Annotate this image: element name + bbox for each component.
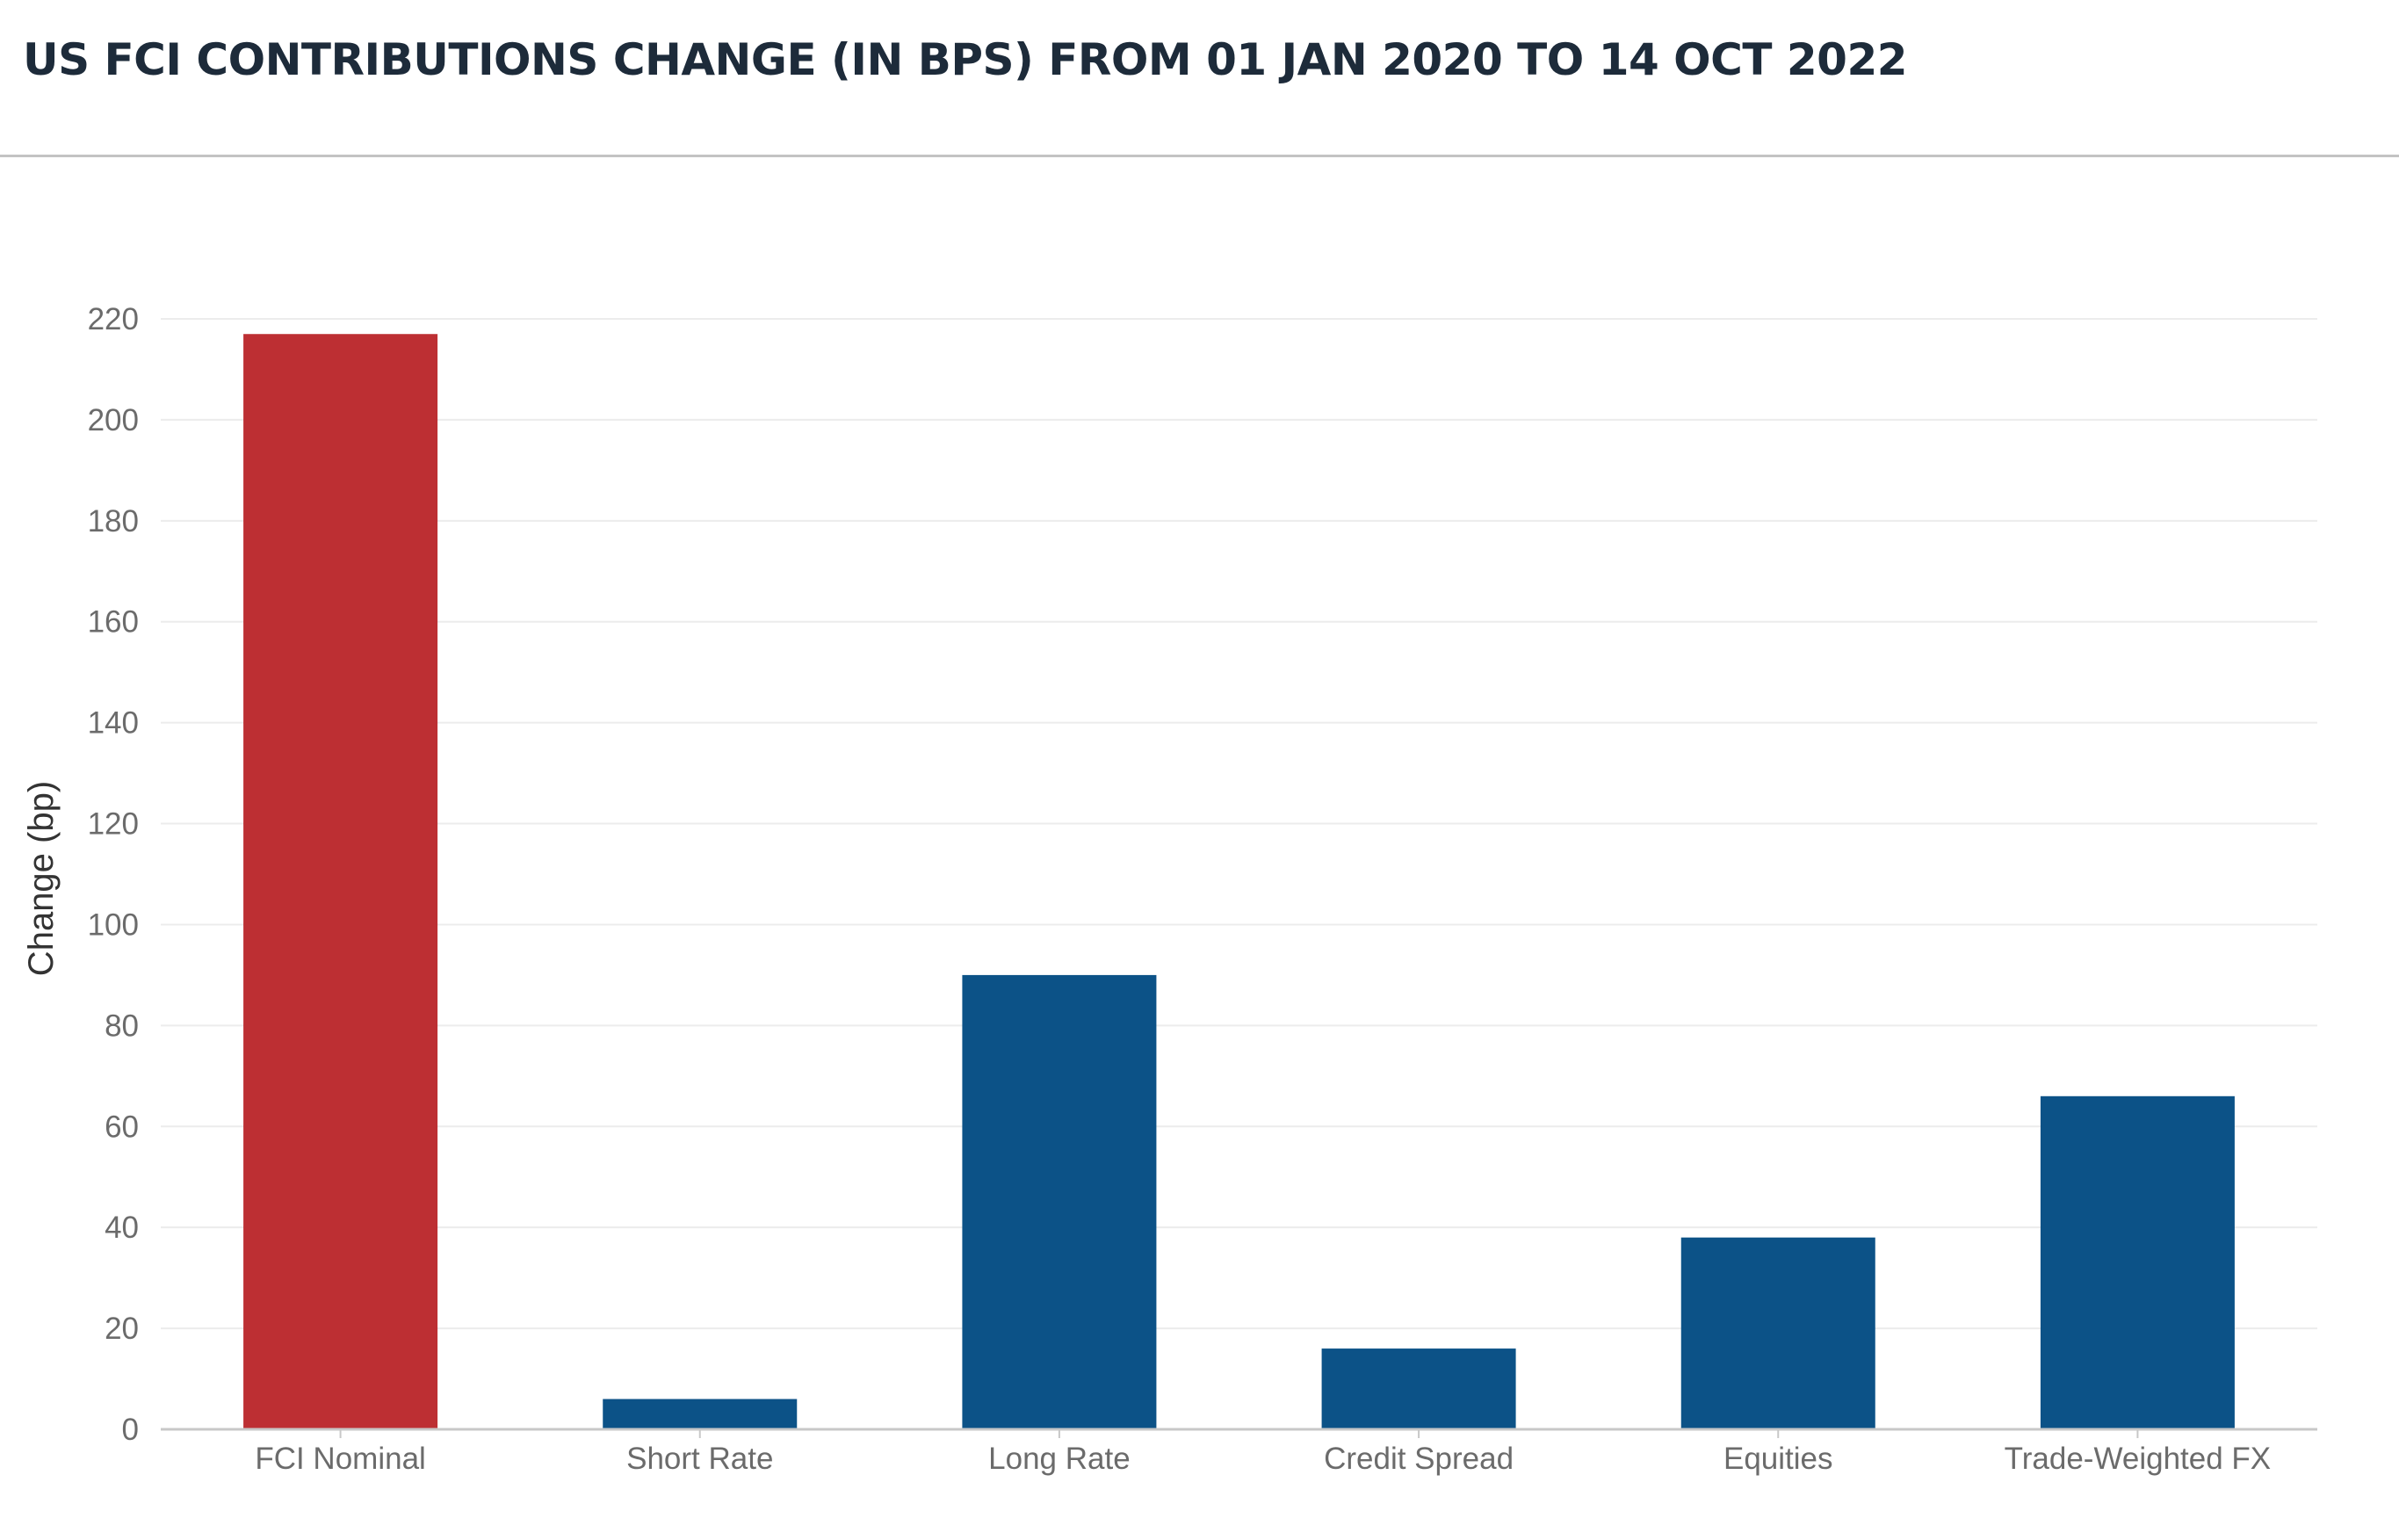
y-tick-label: 200 [88, 403, 139, 437]
chart-title: US FCI CONTRIBUTIONS CHANGE (IN BPS) FRO… [23, 34, 1908, 85]
y-tick-label: 140 [88, 706, 139, 741]
x-tick-label: Short Rate [626, 1442, 773, 1476]
bar-equities [1680, 1237, 1875, 1429]
y-axis-title: Change (bp) [22, 781, 61, 976]
y-tick-label: 220 [88, 302, 139, 336]
bars [243, 334, 2235, 1430]
x-axis-ticks: FCI Nominal Short Rate Long Rate Credit Spr… [255, 1429, 2271, 1476]
x-tick-label: FCI Nominal [255, 1442, 425, 1476]
x-tick-label: Long Rate [988, 1442, 1131, 1476]
bar-credit-spread [1321, 1348, 1516, 1429]
y-tick-label: 0 [122, 1413, 139, 1447]
title-divider [0, 155, 2399, 157]
bar-long-rate [962, 974, 1157, 1429]
y-tick-label: 160 [88, 605, 139, 640]
y-tick-label: 100 [88, 907, 139, 942]
y-tick-label: 80 [105, 1009, 139, 1043]
x-tick-label: Trade-Weighted FX [2005, 1442, 2271, 1476]
y-tick-label: 40 [105, 1211, 139, 1245]
bar-fci-nominal [243, 334, 438, 1430]
gridlines [161, 318, 2317, 1330]
x-tick-label: Equities [1723, 1442, 1833, 1476]
y-tick-label: 20 [105, 1312, 139, 1346]
y-tick-label: 120 [88, 807, 139, 842]
y-tick-label: 60 [105, 1110, 139, 1144]
bar-trade-weighted-fx [2040, 1095, 2235, 1429]
x-tick-label: Credit Spread [1324, 1442, 1514, 1476]
bar-short-rate [603, 1399, 798, 1429]
y-axis-ticks: 0 20 40 60 80 100 120 140 160 180 200 220 [88, 302, 139, 1447]
y-tick-label: 180 [88, 504, 139, 539]
